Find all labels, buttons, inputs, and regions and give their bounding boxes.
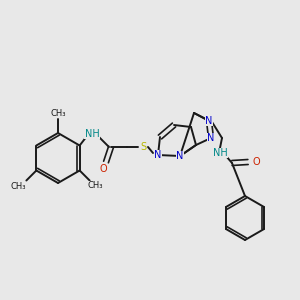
Text: N: N (207, 133, 215, 143)
Text: CH₃: CH₃ (11, 182, 26, 191)
Text: CH₃: CH₃ (50, 109, 66, 118)
Text: N: N (154, 150, 162, 160)
Text: NH: NH (213, 148, 227, 158)
Text: N: N (176, 151, 184, 161)
Text: O: O (252, 157, 260, 167)
Text: N: N (205, 116, 213, 126)
Text: S: S (140, 142, 146, 152)
Text: O: O (99, 164, 107, 174)
Text: CH₃: CH₃ (88, 181, 103, 190)
Text: NH: NH (85, 129, 99, 139)
